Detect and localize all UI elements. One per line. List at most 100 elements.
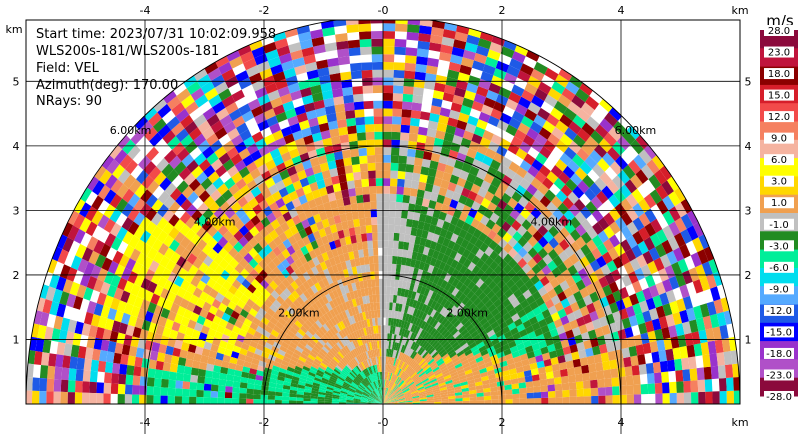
- velocity-gate: [407, 148, 416, 158]
- colorbar-label-bg: [764, 89, 794, 101]
- velocity-gate: [146, 386, 154, 396]
- velocity-gate: [537, 286, 548, 297]
- velocity-gate: [537, 258, 548, 270]
- velocity-gate: [183, 75, 197, 89]
- velocity-gate: [483, 395, 492, 401]
- velocity-gate: [538, 127, 552, 140]
- velocity-gate: [661, 239, 673, 255]
- velocity-gate: [349, 195, 357, 205]
- velocity-gate: [365, 359, 370, 368]
- velocity-gate: [341, 369, 349, 376]
- velocity-gate: [133, 212, 146, 226]
- velocity-gate: [655, 305, 666, 319]
- velocity-gate: [496, 351, 505, 359]
- velocity-gate: [327, 382, 335, 387]
- velocity-gate: [391, 374, 396, 382]
- velocity-gate: [346, 292, 352, 301]
- velocity-gate: [712, 326, 722, 341]
- velocity-gate: [190, 367, 199, 376]
- velocity-gate: [427, 167, 437, 178]
- velocity-gate: [213, 253, 224, 265]
- velocity-gate: [405, 47, 418, 57]
- velocity-gate: [339, 349, 346, 357]
- velocity-gate: [325, 209, 334, 219]
- velocity-gate: [393, 334, 397, 343]
- velocity-gate: [174, 339, 183, 350]
- velocity-gate: [544, 315, 554, 325]
- velocity-gate: [476, 360, 485, 367]
- velocity-gate: [486, 365, 494, 372]
- velocity-gate: [110, 297, 121, 311]
- velocity-gate: [307, 117, 319, 128]
- velocity-gate: [383, 85, 394, 94]
- velocity-gate: [377, 240, 383, 248]
- velocity-gate: [417, 327, 423, 336]
- velocity-gate: [379, 395, 383, 403]
- velocity-gate: [214, 358, 223, 367]
- velocity-gate: [363, 351, 368, 360]
- velocity-gate: [151, 225, 163, 239]
- velocity-gate: [181, 153, 195, 168]
- velocity-gate: [298, 381, 306, 386]
- colorbar-label: 15.0: [768, 91, 790, 102]
- velocity-gate: [357, 305, 362, 314]
- velocity-gate: [345, 172, 354, 182]
- velocity-gate: [216, 275, 227, 287]
- velocity-gate: [159, 255, 171, 268]
- velocity-gate: [532, 230, 544, 242]
- velocity-gate: [406, 367, 413, 375]
- velocity-gate: [377, 216, 383, 225]
- velocity-gate: [215, 107, 229, 121]
- velocity-gate: [507, 322, 517, 331]
- velocity-gate: [332, 88, 344, 98]
- velocity-gate: [710, 365, 719, 380]
- velocity-gate: [370, 326, 374, 335]
- velocity-gate: [181, 396, 190, 404]
- velocity-gate: [708, 258, 719, 274]
- velocity-gate: [535, 133, 548, 147]
- velocity-gate: [444, 377, 452, 383]
- velocity-gate: [197, 250, 208, 263]
- velocity-gate: [329, 167, 339, 178]
- velocity-gate: [166, 116, 181, 131]
- velocity-gate: [557, 308, 567, 319]
- velocity-gate: [215, 292, 225, 303]
- velocity-gate: [63, 343, 73, 357]
- velocity-gate: [428, 360, 436, 367]
- velocity-gate: [719, 324, 729, 340]
- velocity-gate: [442, 196, 452, 207]
- velocity-gate: [565, 329, 575, 339]
- velocity-gate: [246, 179, 258, 192]
- velocity-gate: [455, 201, 465, 212]
- velocity-gate: [46, 378, 55, 392]
- velocity-gate: [170, 283, 181, 295]
- velocity-gate: [178, 167, 192, 181]
- velocity-gate: [281, 278, 291, 288]
- velocity-gate: [401, 210, 408, 219]
- velocity-gate: [96, 292, 107, 306]
- velocity-gate: [547, 133, 560, 147]
- velocity-gate: [289, 389, 297, 395]
- velocity-gate: [362, 392, 370, 397]
- velocity-gate: [527, 165, 539, 178]
- velocity-gate: [411, 351, 418, 360]
- velocity-gate: [558, 171, 571, 185]
- velocity-gate: [278, 232, 288, 243]
- velocity-gate: [468, 386, 477, 391]
- velocity-gate: [377, 364, 380, 372]
- velocity-gate: [698, 234, 710, 250]
- velocity-gate: [423, 262, 430, 272]
- velocity-gate: [389, 364, 392, 373]
- velocity-gate: [506, 358, 515, 366]
- velocity-gate: [515, 184, 527, 197]
- velocity-gate: [541, 292, 551, 303]
- velocity-gate: [91, 195, 104, 211]
- velocity-gate: [272, 208, 283, 219]
- velocity-gate: [642, 287, 653, 301]
- velocity-gate: [335, 222, 343, 232]
- velocity-gate: [444, 164, 454, 175]
- velocity-gate: [543, 242, 554, 254]
- velocity-gate: [231, 325, 241, 335]
- velocity-gate: [144, 310, 154, 323]
- velocity-gate: [448, 325, 456, 334]
